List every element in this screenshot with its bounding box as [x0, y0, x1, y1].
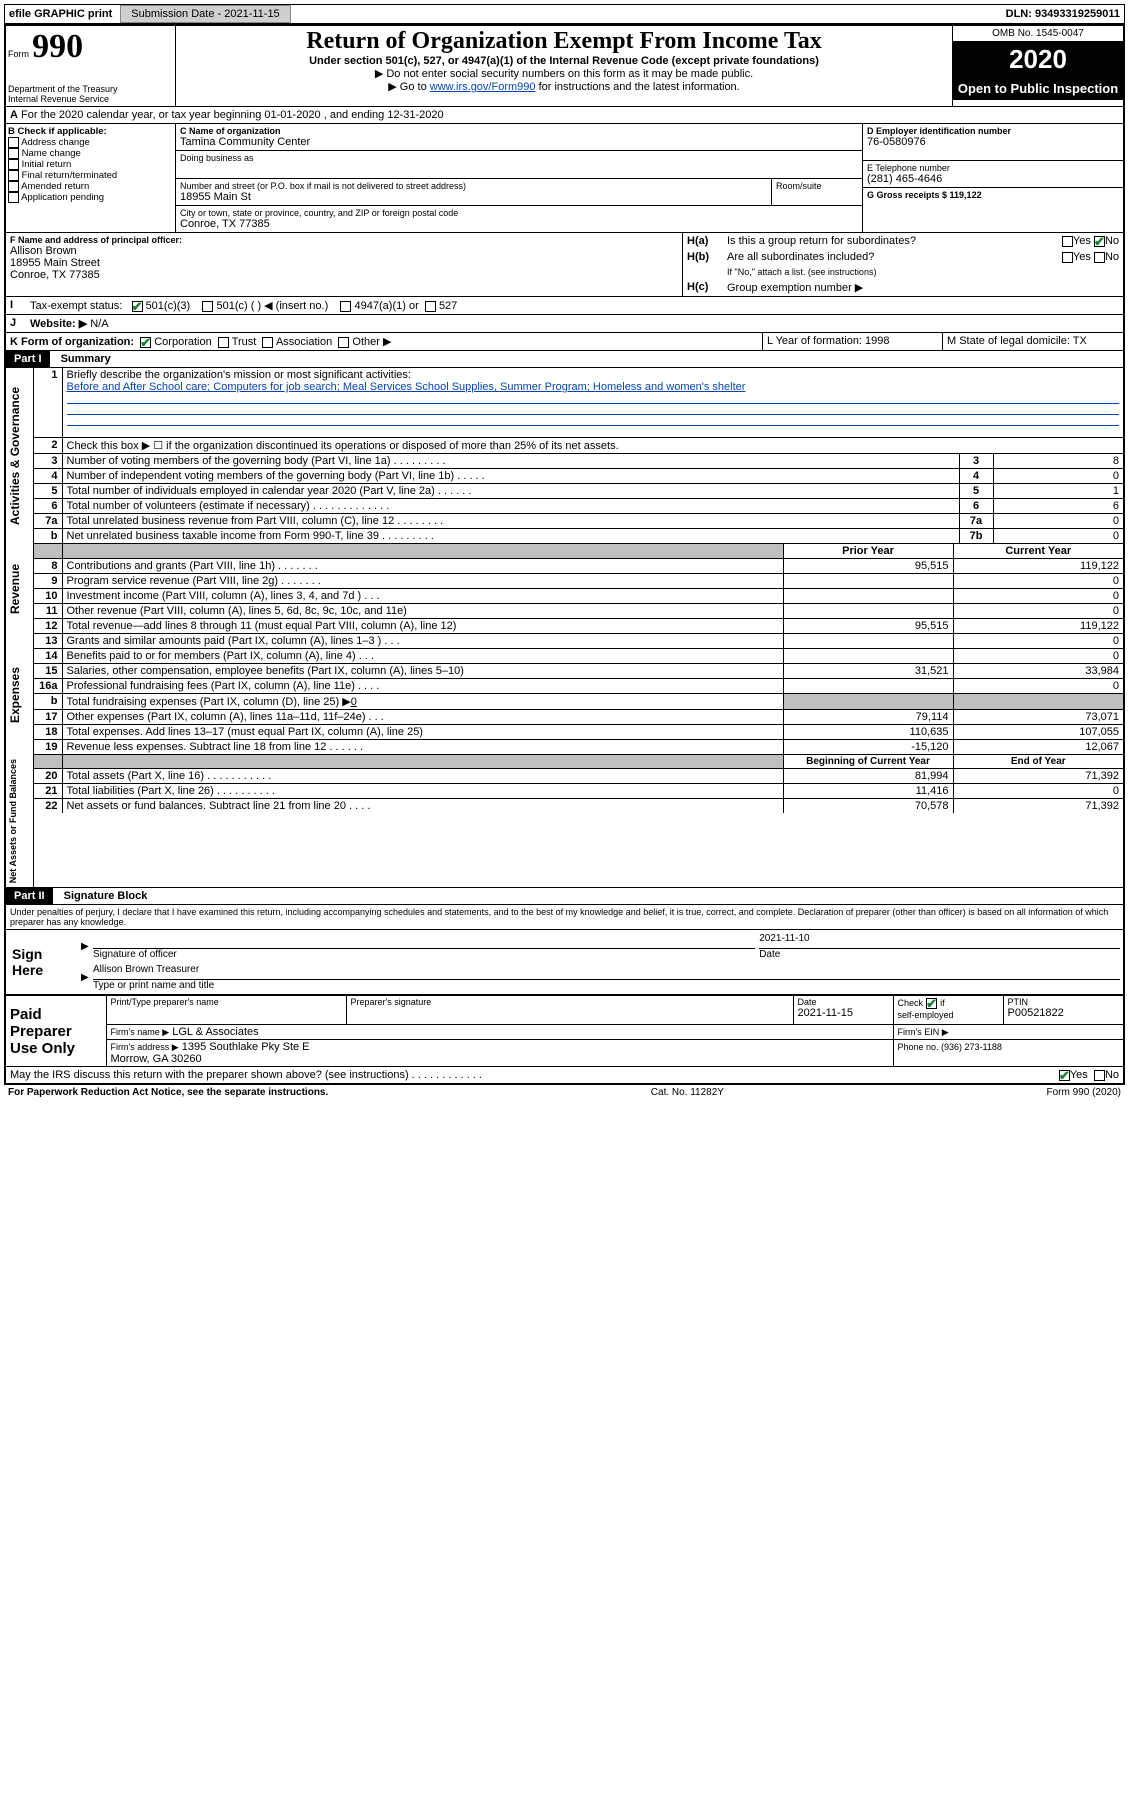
part1-badge: Part I	[6, 351, 50, 367]
sign-here-label: Sign Here	[8, 932, 78, 992]
form-note-1: ▶ Do not enter social security numbers o…	[178, 67, 950, 80]
efile-label: efile GRAPHIC print	[5, 6, 116, 22]
footer-mid: Cat. No. 11282Y	[651, 1087, 724, 1098]
chk-app-pending[interactable]	[8, 192, 19, 203]
form-title: Return of Organization Exempt From Incom…	[178, 28, 950, 55]
footer-right: Form 990 (2020)	[1047, 1087, 1121, 1098]
perjury-statement: Under penalties of perjury, I declare th…	[6, 905, 1123, 930]
sign-here-block: Sign Here ▶ Signature of officer 2021-11…	[6, 930, 1123, 995]
part1-header-row: Part I Summary	[6, 351, 1123, 368]
chk-amended[interactable]	[8, 181, 19, 192]
ein: 76-0580976	[867, 136, 1119, 148]
chk-501c[interactable]	[202, 301, 213, 312]
title-cell: Return of Organization Exempt From Incom…	[176, 26, 953, 106]
chk-501c3[interactable]	[132, 301, 143, 312]
netassets-table: Beginning of Current YearEnd of Year 20T…	[34, 755, 1123, 813]
open-inspection: Open to Public Inspection	[953, 77, 1123, 100]
section-deg: D Employer identification number 76-0580…	[863, 124, 1123, 232]
section-k: K Form of organization: Corporation Trus…	[6, 333, 763, 350]
irs-link[interactable]: www.irs.gov/Form990	[430, 81, 536, 93]
ptin: P00521822	[1008, 1007, 1120, 1019]
year-cell: OMB No. 1545-0047 2020 Open to Public In…	[953, 26, 1123, 106]
line16b: Total fundraising expenses (Part IX, col…	[62, 694, 783, 710]
omb-number: OMB No. 1545-0047	[953, 26, 1123, 42]
telephone: (281) 465-4646	[867, 173, 1119, 185]
footer-left: For Paperwork Reduction Act Notice, see …	[8, 1087, 328, 1098]
gov-label: Activities & Governance	[6, 368, 34, 544]
dln-label: DLN: 93493319259011	[1002, 6, 1124, 22]
topbar: efile GRAPHIC print Submission Date - 20…	[4, 4, 1125, 24]
governance-table: 1 Briefly describe the organization's mi…	[34, 368, 1123, 544]
part2-header-row: Part II Signature Block	[6, 888, 1123, 905]
tax-year: 2020	[953, 42, 1123, 77]
form-subtitle: Under section 501(c), 527, or 4947(a)(1)…	[178, 55, 950, 67]
chk-self-employed[interactable]	[926, 998, 937, 1009]
chk-hb-yes[interactable]	[1062, 252, 1073, 263]
submission-date-button[interactable]: Submission Date - 2021-11-15	[120, 5, 290, 23]
line1: Briefly describe the organization's miss…	[62, 368, 1123, 438]
form-id-cell: Form 990 Department of the Treasury Inte…	[6, 26, 176, 106]
chk-hb-no[interactable]	[1094, 252, 1105, 263]
form-word: Form	[8, 49, 29, 59]
section-l: L Year of formation: 1998	[763, 333, 943, 350]
org-city: Conroe, TX 77385	[180, 218, 858, 230]
part1-title: Summary	[53, 351, 119, 367]
chk-discuss-yes[interactable]	[1059, 1070, 1070, 1081]
chk-4947[interactable]	[340, 301, 351, 312]
chk-corp[interactable]	[140, 337, 151, 348]
org-name: Tamina Community Center	[180, 136, 858, 148]
officer-name: Allison Brown Treasurer	[93, 964, 1120, 980]
chk-ha-no[interactable]	[1094, 236, 1105, 247]
section-b: B Check if applicable: Address change Na…	[6, 124, 176, 232]
chk-trust[interactable]	[218, 337, 229, 348]
section-h: H(a) Is this a group return for subordin…	[683, 233, 1123, 296]
part2-title: Signature Block	[56, 888, 156, 904]
section-m: M State of legal domicile: TX	[943, 333, 1123, 350]
expenses-table: 13Grants and similar amounts paid (Part …	[34, 634, 1123, 755]
chk-initial-return[interactable]	[8, 159, 19, 170]
chk-assoc[interactable]	[262, 337, 273, 348]
self-employed-cell: Check ifself-employed	[893, 996, 1003, 1025]
org-address: 18955 Main St	[180, 191, 767, 203]
exp-label: Expenses	[6, 634, 34, 755]
paid-preparer-label: Paid Preparer Use Only	[6, 996, 106, 1067]
chk-527[interactable]	[425, 301, 436, 312]
revenue-table: Prior YearCurrent Year 8Contributions an…	[34, 544, 1123, 634]
chk-address-change[interactable]	[8, 137, 19, 148]
chk-name-change[interactable]	[8, 148, 19, 159]
preparer-phone: Phone no. (936) 273-1188	[898, 1042, 1002, 1052]
chk-other[interactable]	[338, 337, 349, 348]
footer: For Paperwork Reduction Act Notice, see …	[4, 1085, 1125, 1100]
section-i: I Tax-exempt status: 501(c)(3) 501(c) ( …	[6, 297, 1123, 315]
sig-date: 2021-11-10	[759, 933, 1120, 949]
form-frame: Form 990 Department of the Treasury Inte…	[4, 24, 1125, 1085]
section-j: J Website: ▶ N/A	[6, 315, 1123, 333]
firm-name: LGL & Associates	[172, 1026, 258, 1038]
paid-preparer-block: Paid Preparer Use Only Print/Type prepar…	[6, 995, 1123, 1066]
discuss-row: May the IRS discuss this return with the…	[6, 1066, 1123, 1083]
gross-receipts: G Gross receipts $ 119,122	[867, 190, 1119, 200]
chk-ha-yes[interactable]	[1062, 236, 1073, 247]
line-a: A For the 2020 calendar year, or tax yea…	[6, 107, 1123, 124]
rev-label: Revenue	[6, 544, 34, 634]
dept-irs: Internal Revenue Service	[8, 94, 173, 104]
chk-final-return[interactable]	[8, 170, 19, 181]
form-number: 990	[32, 28, 83, 65]
chk-discuss-no[interactable]	[1094, 1070, 1105, 1081]
part2-badge: Part II	[6, 888, 53, 904]
section-f: F Name and address of principal officer:…	[6, 233, 683, 296]
form-note-2: ▶ Go to www.irs.gov/Form990 for instruct…	[178, 80, 950, 93]
dept-treasury: Department of the Treasury	[8, 84, 173, 94]
section-c: C Name of organization Tamina Community …	[176, 124, 863, 232]
net-label: Net Assets or Fund Balances	[6, 755, 34, 887]
